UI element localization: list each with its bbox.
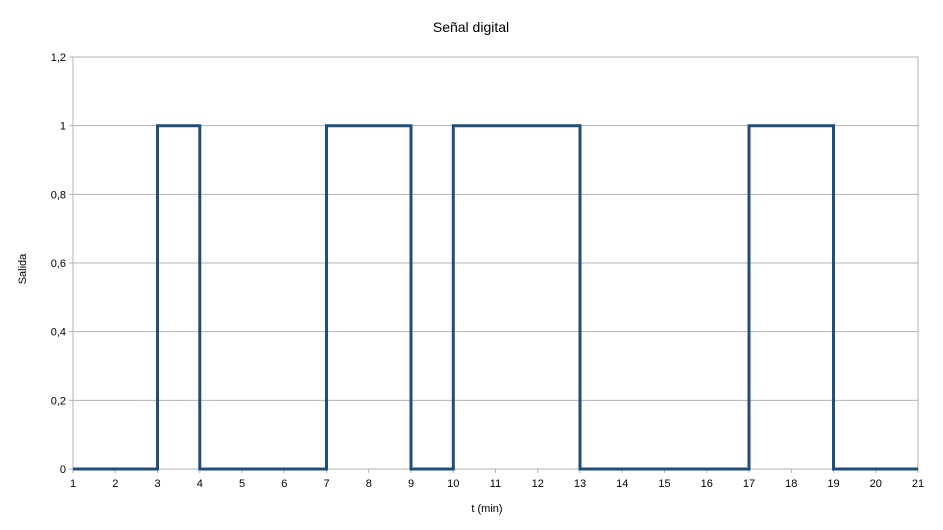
chart-title: Señal digital — [433, 19, 509, 35]
series-group — [73, 124, 918, 471]
y-axis-label: Salida — [17, 253, 29, 284]
y-tick-label: 0,8 — [51, 189, 66, 201]
x-tick-label: 13 — [574, 478, 586, 490]
x-tick-label: 2 — [112, 478, 118, 490]
x-tick-label: 17 — [743, 478, 755, 490]
y-tick-labels: 0 0,2 0,4 0,6 0,8 1 1,2 — [51, 52, 66, 476]
x-axis-label: t (min) — [471, 503, 502, 515]
x-tick-label: 1 — [70, 478, 76, 490]
x-tick-label: 3 — [154, 478, 160, 490]
x-tick-label: 18 — [785, 478, 797, 490]
x-tick-label: 15 — [658, 478, 670, 490]
axes — [69, 56, 919, 473]
x-tick-labels: 1 2 3 4 5 6 7 8 9 10 11 12 13 14 15 16 17 18 19 20 21 — [70, 478, 924, 490]
series-line — [73, 124, 918, 471]
y-tick-label: 0,2 — [51, 395, 66, 407]
x-tick-label: 8 — [366, 478, 372, 490]
x-tick-label: 11 — [490, 478, 501, 490]
y-tick-label: 1 — [60, 121, 66, 133]
x-tick-label: 9 — [408, 478, 414, 490]
x-tick-label: 4 — [197, 478, 203, 490]
x-tick-label: 5 — [239, 478, 245, 490]
x-tick-label: 10 — [447, 478, 459, 490]
y-tick-label: 0,4 — [51, 327, 66, 339]
x-tick-label: 6 — [281, 478, 287, 490]
y-tick-label: 1,2 — [51, 52, 66, 64]
y-tick-label: 0,6 — [51, 258, 66, 270]
x-tick-label: 14 — [616, 478, 628, 490]
x-tick-label: 19 — [827, 478, 839, 490]
x-tick-label: 20 — [870, 478, 882, 490]
x-tick-label: 12 — [532, 478, 544, 490]
x-tick-label: 21 — [912, 478, 924, 490]
y-tick-label: 0 — [60, 464, 66, 476]
x-tick-label: 7 — [323, 478, 329, 490]
x-tick-label: 16 — [701, 478, 713, 490]
